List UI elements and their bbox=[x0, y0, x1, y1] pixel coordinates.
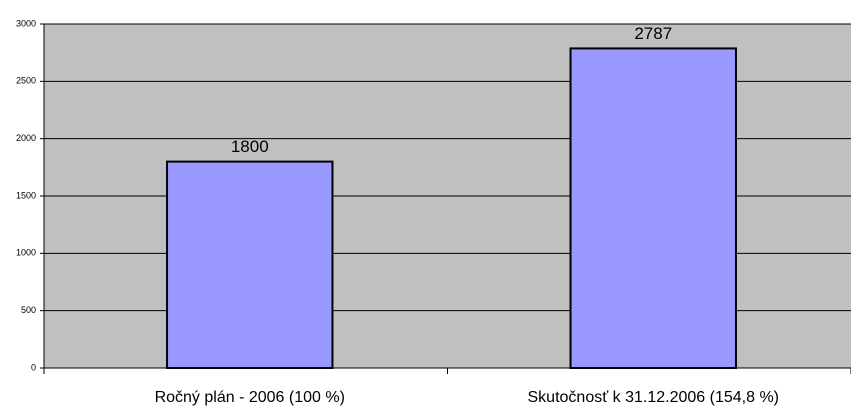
x-tick-label: Ročný plán - 2006 (100 %) bbox=[155, 389, 345, 406]
x-tick-label: Skutočnosť k 31.12.2006 (154,8 %) bbox=[528, 389, 780, 406]
y-tick-label: 3000 bbox=[16, 18, 36, 28]
y-tick-label: 0 bbox=[31, 362, 36, 372]
y-tick-label: 1000 bbox=[16, 248, 36, 258]
y-tick-label: 2000 bbox=[16, 133, 36, 143]
y-tick-label: 2500 bbox=[16, 76, 36, 86]
data-label: 1800 bbox=[231, 137, 269, 156]
y-tick-label: 500 bbox=[21, 305, 36, 315]
y-tick-label: 1500 bbox=[16, 190, 36, 200]
data-label: 2787 bbox=[634, 24, 672, 43]
bar bbox=[569, 47, 737, 369]
bar bbox=[166, 160, 334, 369]
